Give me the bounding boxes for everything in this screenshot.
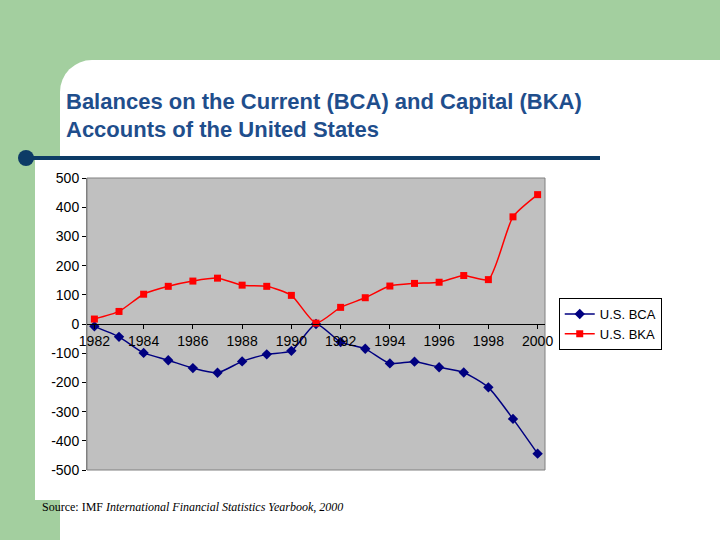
- svg-text:100: 100: [56, 287, 80, 303]
- html-text:Source: IMF International Fina: Source: IMF International Financial Stat…: [42, 500, 344, 514]
- svg-text:0: 0: [71, 316, 79, 332]
- svg-text:200: 200: [56, 258, 80, 274]
- svg-text:-300: -300: [51, 404, 79, 420]
- svg-text:1992: 1992: [325, 333, 356, 349]
- svg-text:U.S. BKA: U.S. BKA: [600, 327, 655, 342]
- svg-text:-400: -400: [51, 433, 79, 449]
- svg-text:-100: -100: [51, 345, 79, 361]
- svg-text:-200: -200: [51, 374, 79, 390]
- svg-text:1984: 1984: [128, 333, 159, 349]
- svg-text:1982: 1982: [79, 333, 110, 349]
- html-text:Balances on the Current (BCA): Balances on the Current (BCA) and Capita…: [66, 89, 582, 142]
- svg-text:1990: 1990: [276, 333, 307, 349]
- svg-text:400: 400: [56, 199, 80, 215]
- svg-text:1996: 1996: [424, 333, 455, 349]
- svg-text:2000: 2000: [522, 333, 553, 349]
- svg-text:1994: 1994: [374, 333, 405, 349]
- svg-text:1998: 1998: [473, 333, 504, 349]
- svg-text:1986: 1986: [177, 333, 208, 349]
- svg-text:1988: 1988: [227, 333, 258, 349]
- svg-text:500: 500: [56, 170, 80, 186]
- svg-text:U.S. BCA: U.S. BCA: [600, 307, 656, 322]
- svg-text:300: 300: [56, 228, 80, 244]
- svg-text:-500: -500: [51, 462, 79, 478]
